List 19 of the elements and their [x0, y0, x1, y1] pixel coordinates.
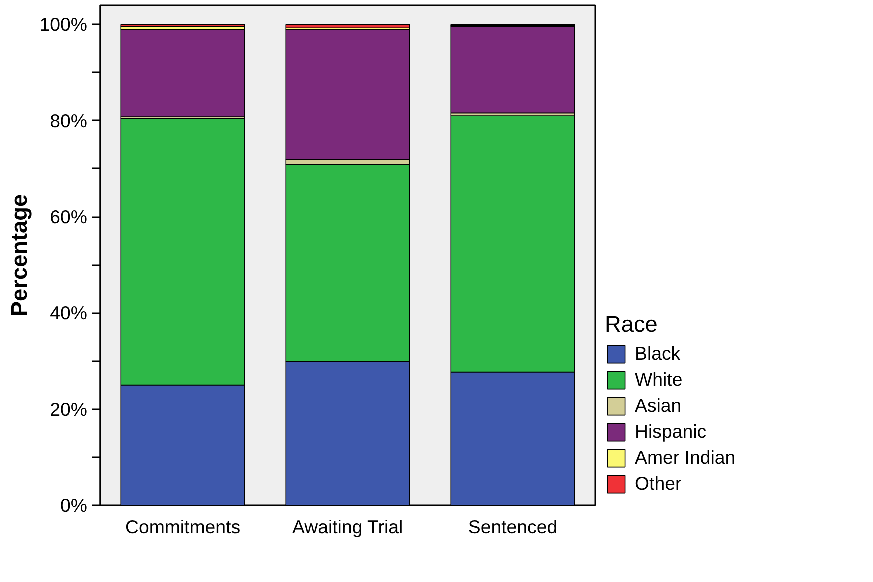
- y-tick-label: 60%: [50, 206, 88, 228]
- legend-label: Other: [635, 473, 682, 495]
- y-tick-label: 0%: [60, 495, 88, 516]
- y-tick-label: 40%: [50, 302, 88, 324]
- y-tick-label: 20%: [50, 398, 88, 420]
- bar: [120, 29, 246, 118]
- legend-label: Amer Indian: [635, 447, 736, 469]
- y-axis-title: Percentage: [6, 194, 32, 317]
- legend-label: Hispanic: [635, 421, 707, 443]
- legend-label: White: [635, 369, 683, 391]
- y-tick-label: 80%: [50, 110, 88, 132]
- legend-label: Black: [635, 343, 681, 365]
- legend-label: Asian: [635, 395, 682, 417]
- x-tick-label: Awaiting Trial: [292, 516, 404, 538]
- bar: [450, 26, 576, 114]
- x-tick-label: Commitments: [125, 516, 241, 538]
- y-tick-label: 100%: [40, 14, 88, 36]
- x-tick-label: Sentenced: [468, 516, 558, 538]
- legend-title: Race: [605, 311, 659, 338]
